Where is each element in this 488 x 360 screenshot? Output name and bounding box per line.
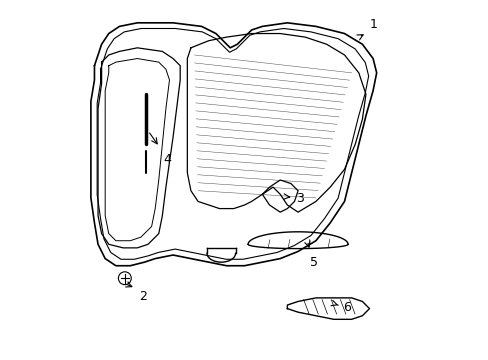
Text: 5: 5 [309,256,318,269]
Text: 4: 4 [163,153,171,166]
Text: 1: 1 [369,18,377,31]
Text: 3: 3 [295,192,303,205]
Text: 2: 2 [139,289,146,303]
Text: 6: 6 [343,301,350,314]
